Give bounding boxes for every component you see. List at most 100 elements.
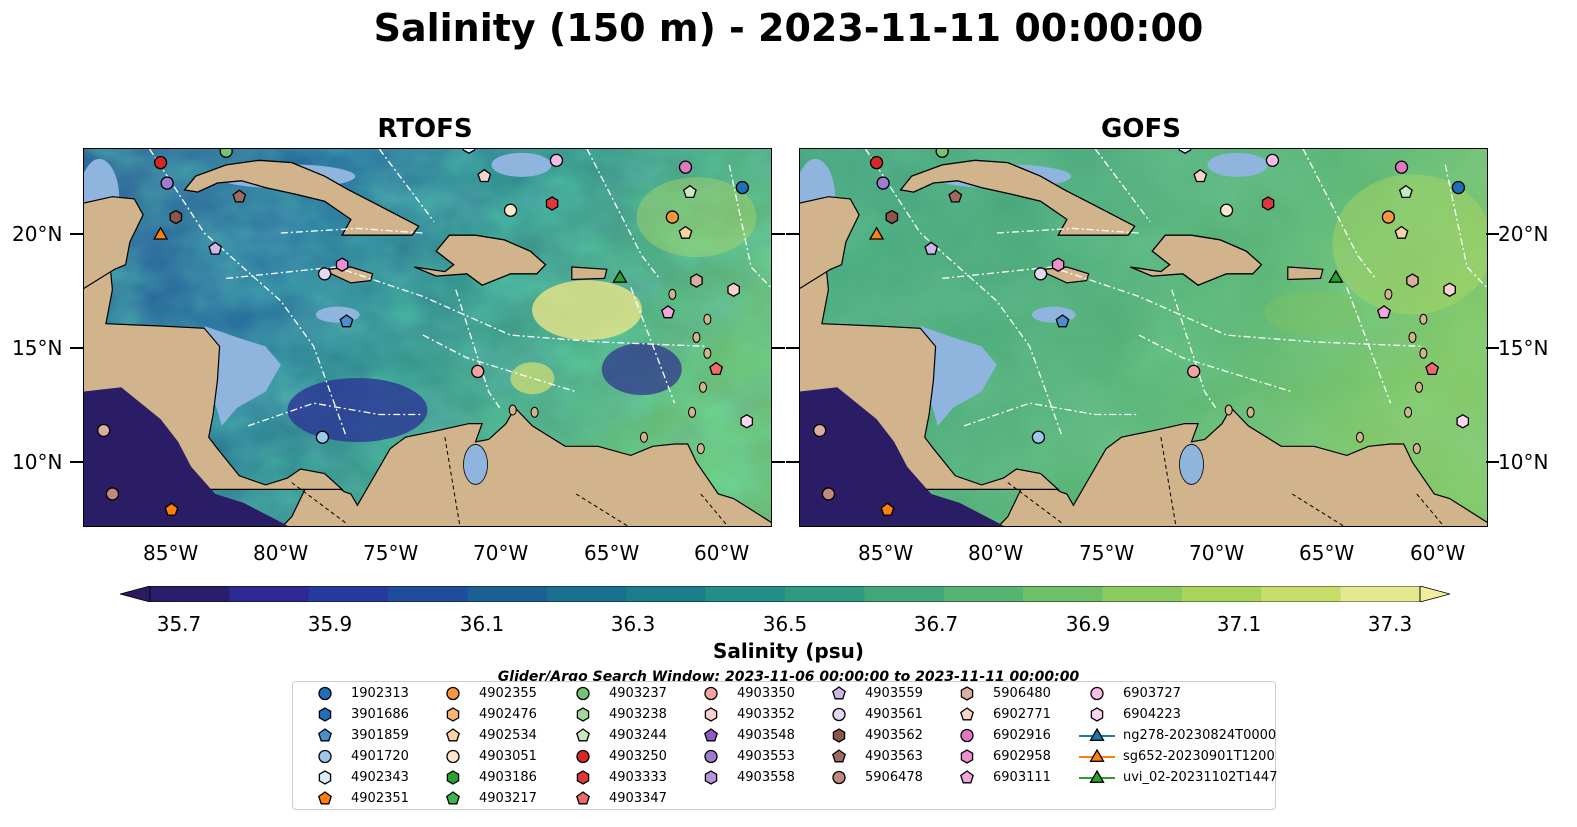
legend-pentagon-icon[interactable] (576, 728, 590, 742)
float-marker-6903111[interactable] (661, 305, 675, 319)
float-marker-4902534[interactable] (1394, 225, 1409, 239)
map-gofs[interactable] (799, 148, 1488, 527)
float-marker-4903244[interactable] (1398, 184, 1413, 199)
float-marker-4903352[interactable] (813, 423, 827, 438)
map-rtofs[interactable] (83, 148, 772, 527)
legend-pentagon-icon[interactable] (960, 707, 974, 721)
float-marker-4902355[interactable] (665, 210, 680, 224)
legend-hexagon-icon[interactable] (576, 770, 590, 785)
float-marker-4903237[interactable] (219, 149, 233, 158)
float-marker-sg652-20230901T1200[interactable] (868, 226, 885, 240)
float-marker-5906478[interactable] (105, 487, 120, 501)
float-marker-uvi_02-20231102T1447[interactable] (612, 269, 628, 283)
float-marker-4903250[interactable] (869, 155, 884, 170)
float-marker-4903553[interactable] (876, 176, 890, 190)
legend-hexagon-icon[interactable] (960, 749, 974, 764)
float-marker-4902534[interactable] (678, 225, 693, 239)
legend-hexagon-icon[interactable] (446, 707, 460, 722)
float-marker-4902343[interactable] (462, 149, 476, 154)
legend-pentagon-icon[interactable] (960, 770, 974, 784)
legend-triangle-icon[interactable] (1089, 748, 1105, 762)
legend-circle-icon[interactable] (576, 686, 590, 701)
float-marker-6902916[interactable] (678, 160, 693, 174)
float-marker-4903563[interactable] (948, 189, 963, 203)
float-marker-5906480[interactable] (1406, 273, 1419, 288)
float-marker-6903727[interactable] (1265, 153, 1280, 167)
legend-circle-icon[interactable] (832, 707, 846, 722)
legend-circle-icon[interactable] (318, 749, 332, 764)
legend-hexagon-icon[interactable] (704, 707, 718, 722)
float-marker-1902313[interactable] (1451, 180, 1466, 195)
legend-hexagon-icon[interactable] (318, 707, 332, 722)
float-marker-4903352[interactable] (1443, 282, 1456, 297)
legend-triangle-icon[interactable] (1089, 727, 1105, 741)
legend-hexagon-icon[interactable] (960, 686, 974, 701)
float-marker-4902355[interactable] (1381, 210, 1396, 224)
float-marker-6904223[interactable] (740, 414, 754, 429)
float-marker-4903051[interactable] (503, 203, 518, 217)
float-marker-4901720[interactable] (1031, 430, 1046, 444)
legend-pentagon-icon[interactable] (832, 686, 846, 700)
float-marker-6902771[interactable] (477, 168, 492, 183)
float-marker-3901859[interactable] (1055, 314, 1070, 328)
legend-pentagon-icon[interactable] (576, 791, 590, 805)
float-marker-4903563[interactable] (232, 189, 247, 203)
legend-circle-icon[interactable] (318, 686, 332, 701)
float-marker-4903561[interactable] (1033, 267, 1048, 281)
float-marker-4903562[interactable] (885, 209, 899, 225)
legend-circle-icon[interactable] (704, 749, 718, 764)
float-marker-4903250[interactable] (153, 155, 168, 170)
float-marker-6903727[interactable] (549, 153, 564, 167)
float-marker-4902343[interactable] (1178, 149, 1192, 154)
float-marker-6902771[interactable] (1193, 168, 1208, 183)
float-marker-3901859[interactable] (339, 314, 354, 328)
legend-hexagon-icon[interactable] (704, 770, 718, 785)
float-marker-6903111[interactable] (1377, 305, 1391, 319)
legend-circle-icon[interactable] (576, 749, 590, 764)
legend-pentagon-icon[interactable] (318, 728, 332, 742)
legend-triangle-icon[interactable] (1089, 769, 1105, 783)
float-marker-4903350[interactable] (1187, 364, 1201, 379)
float-marker-6902958[interactable] (335, 257, 349, 272)
float-marker-4902351[interactable] (880, 502, 895, 516)
float-marker-sg652-20230901T1200[interactable] (152, 226, 169, 240)
legend-hexagon-icon[interactable] (446, 770, 460, 785)
legend-circle-icon[interactable] (832, 770, 846, 785)
float-marker-4903347[interactable] (709, 361, 724, 376)
float-marker-5906480[interactable] (690, 273, 703, 288)
float-marker-6902916[interactable] (1394, 160, 1409, 174)
float-marker-6902958[interactable] (1051, 257, 1065, 272)
float-marker-uvi_02-20231102T1447[interactable] (1328, 269, 1344, 283)
float-marker-4903237[interactable] (935, 149, 949, 158)
float-marker-4903352[interactable] (727, 282, 740, 297)
float-marker-4903347[interactable] (1425, 361, 1440, 376)
legend-circle-icon[interactable] (704, 686, 718, 701)
float-marker-4903561[interactable] (317, 267, 332, 281)
legend-circle-icon[interactable] (446, 749, 460, 764)
float-marker-4903333[interactable] (1261, 196, 1275, 211)
legend-circle-icon[interactable] (1090, 686, 1104, 701)
legend-hexagon-icon[interactable] (576, 707, 590, 722)
legend-circle-icon[interactable] (446, 686, 460, 701)
float-marker-4901720[interactable] (315, 430, 330, 444)
float-marker-4903562[interactable] (169, 209, 183, 225)
float-marker-4903553[interactable] (160, 176, 174, 190)
float-marker-4903559[interactable] (208, 241, 223, 255)
legend-circle-icon[interactable] (960, 728, 974, 743)
float-marker-4903244[interactable] (682, 184, 697, 199)
float-marker-4903350[interactable] (471, 364, 485, 379)
legend-pentagon-icon[interactable] (704, 728, 718, 742)
float-marker-4903333[interactable] (545, 196, 559, 211)
legend-hexagon-icon[interactable] (318, 770, 332, 785)
float-marker-4902351[interactable] (164, 502, 179, 516)
legend-hexagon-icon[interactable] (832, 728, 846, 743)
float-marker-5906478[interactable] (821, 487, 836, 501)
float-marker-1902313[interactable] (735, 180, 750, 195)
legend-pentagon-icon[interactable] (446, 728, 460, 742)
float-marker-4903352[interactable] (97, 423, 111, 438)
legend-hexagon-icon[interactable] (1090, 707, 1104, 722)
float-marker-6904223[interactable] (1456, 414, 1470, 429)
float-marker-4903051[interactable] (1219, 203, 1234, 217)
legend-pentagon-icon[interactable] (446, 791, 460, 805)
float-marker-4903559[interactable] (924, 241, 939, 255)
